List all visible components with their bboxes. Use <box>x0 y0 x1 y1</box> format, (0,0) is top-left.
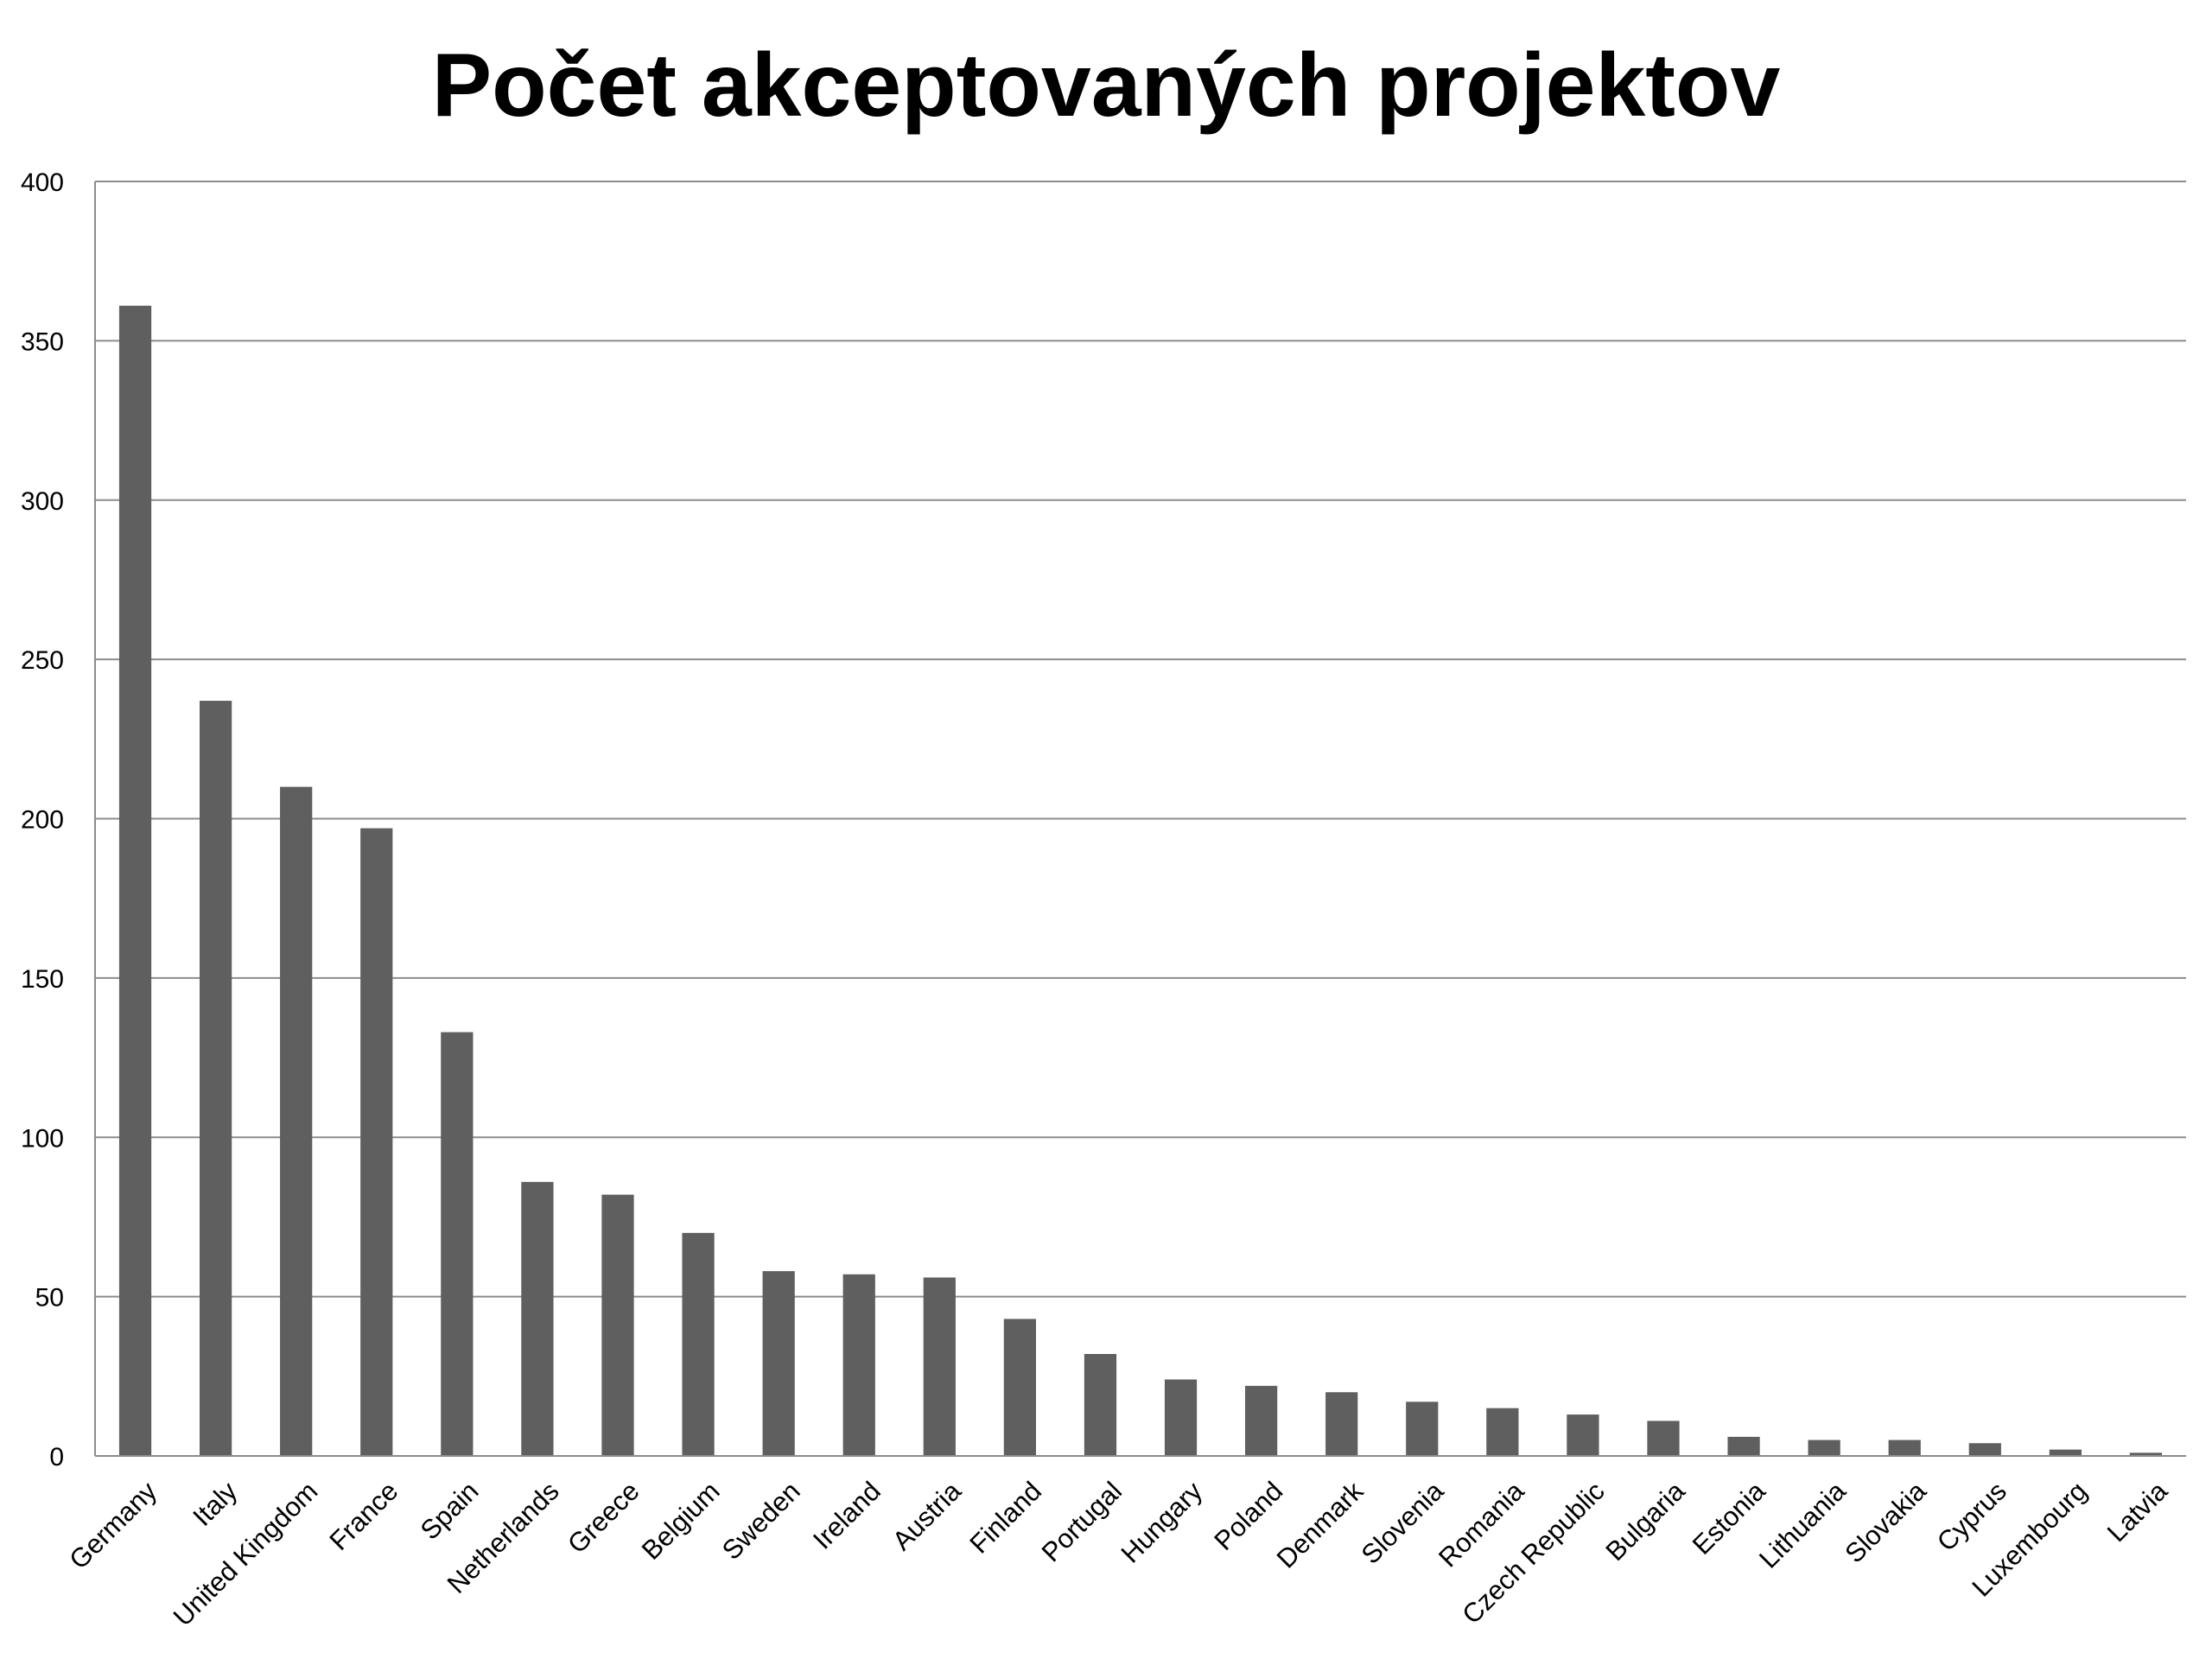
bar <box>1567 1414 1599 1456</box>
y-axis-ticks: 0 50 100 150 200 250 300 350 400 <box>21 168 64 1471</box>
bar <box>2129 1452 2163 1456</box>
y-tick-label: 400 <box>21 168 64 197</box>
x-tick-label: Spain <box>415 1476 485 1546</box>
x-tick-label: Lithuania <box>1753 1475 1852 1573</box>
bar <box>441 1032 474 1456</box>
y-tick-label: 50 <box>35 1284 64 1313</box>
gridlines <box>95 181 2186 1298</box>
bar <box>118 305 152 1456</box>
bar <box>923 1277 956 1456</box>
y-tick-label: 100 <box>21 1124 64 1153</box>
x-tick-label: Finland <box>963 1476 1047 1560</box>
x-tick-label: Italy <box>187 1476 243 1532</box>
y-tick-label: 350 <box>21 327 64 356</box>
bar <box>1808 1440 1840 1456</box>
y-tick-label: 250 <box>21 646 64 675</box>
axes <box>94 181 2186 1457</box>
x-tick-label: Cyprus <box>1931 1476 2012 1557</box>
bar <box>1003 1319 1036 1456</box>
y-tick-label: 150 <box>21 965 64 994</box>
x-tick-label: Greece <box>562 1476 645 1560</box>
bars <box>118 305 2163 1456</box>
bar <box>762 1271 795 1456</box>
x-tick-label: United Kingdom <box>168 1476 324 1632</box>
x-tick-label: Latvia <box>2101 1475 2174 1548</box>
x-tick-label: Ireland <box>807 1476 887 1555</box>
bar <box>200 701 232 1456</box>
x-tick-label: Germany <box>63 1476 162 1575</box>
bar <box>2049 1449 2082 1456</box>
bar <box>360 828 393 1456</box>
bar <box>1647 1421 1680 1456</box>
x-tick-label: Portugal <box>1036 1476 1128 1567</box>
y-tick-label: 0 <box>49 1443 64 1471</box>
bar <box>1084 1354 1117 1456</box>
bar <box>1164 1379 1198 1456</box>
bar <box>1888 1440 1921 1456</box>
x-tick-label: Belgium <box>636 1476 726 1566</box>
chart-title: Počet akceptovaných projektov <box>431 35 1781 136</box>
x-tick-label: Bulgaria <box>1599 1475 1691 1567</box>
x-tick-label: Denmark <box>1271 1476 1370 1574</box>
x-tick-label: Austria <box>887 1475 968 1556</box>
x-tick-label: Sweden <box>716 1476 806 1566</box>
bar <box>1406 1402 1439 1456</box>
x-tick-label: Czech Republic <box>1456 1476 1610 1630</box>
bar <box>842 1274 875 1456</box>
y-tick-label: 300 <box>21 487 64 516</box>
bar <box>521 1181 554 1456</box>
bar <box>1486 1408 1519 1456</box>
bar <box>1968 1443 2001 1456</box>
bar <box>280 786 313 1456</box>
bar <box>682 1232 715 1456</box>
bar <box>601 1194 634 1456</box>
x-tick-label: Hungary <box>1116 1476 1209 1569</box>
x-tick-label: Poland <box>1208 1476 1288 1556</box>
x-tick-label: Slovakia <box>1839 1475 1932 1568</box>
bar <box>1325 1392 1358 1456</box>
x-tick-label: France <box>323 1476 404 1556</box>
bar <box>1727 1436 1760 1456</box>
bar <box>1245 1385 1278 1456</box>
y-tick-label: 200 <box>21 806 64 835</box>
